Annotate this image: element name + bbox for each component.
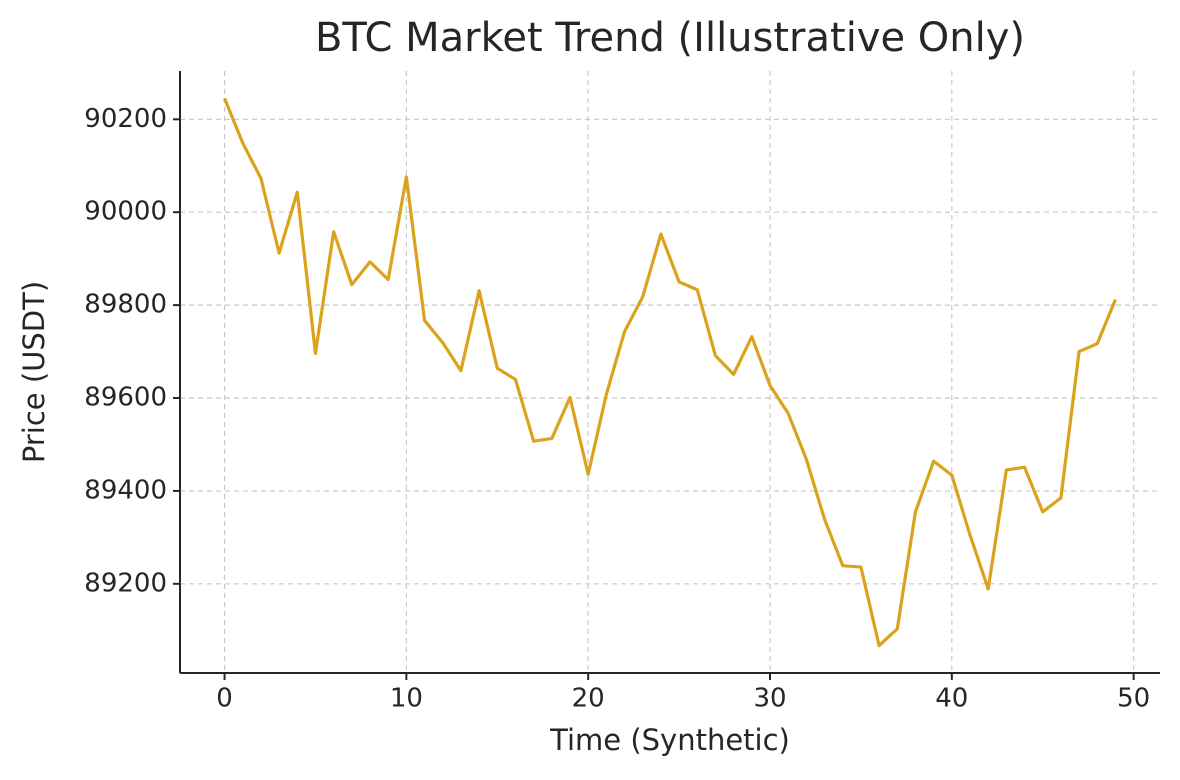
y-tick-label: 89400 — [84, 475, 167, 505]
chart-title: BTC Market Trend (Illustrative Only) — [315, 15, 1025, 61]
y-axis-label: Price (USDT) — [17, 281, 51, 463]
x-tick-label: 20 — [572, 684, 605, 714]
x-tick-label: 50 — [1117, 684, 1150, 714]
y-tick-label: 90200 — [84, 104, 167, 134]
x-tick-label: 0 — [216, 684, 233, 714]
x-tick-label: 30 — [753, 684, 786, 714]
y-tick-label: 89600 — [84, 383, 167, 413]
price-line — [223, 97, 1117, 648]
x-tick-label: 40 — [935, 684, 968, 714]
y-tick-label: 89200 — [84, 568, 167, 598]
y-tick-label: 89800 — [84, 290, 167, 320]
y-tick-label: 90000 — [84, 197, 167, 227]
x-axis-label: Time (Synthetic) — [549, 723, 790, 757]
x-tick-label: 10 — [390, 684, 423, 714]
